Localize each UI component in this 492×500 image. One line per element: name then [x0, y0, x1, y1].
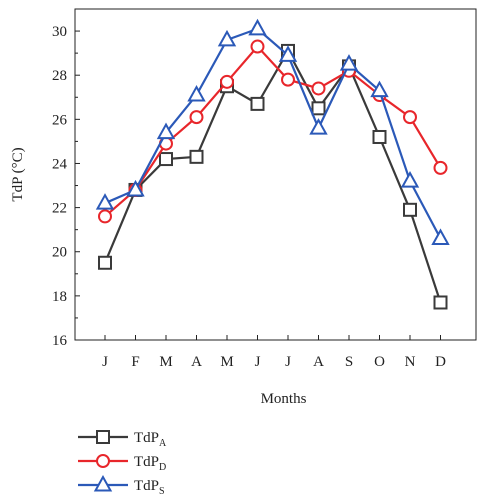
data-point-circle	[98, 209, 112, 224]
x-tick-label: J	[255, 354, 261, 370]
data-point-square	[96, 430, 110, 444]
data-point-triangle	[126, 179, 145, 197]
data-point-triangle	[278, 45, 298, 62]
x-tick-label: N	[405, 354, 416, 370]
data-point-triangle	[339, 54, 359, 71]
data-point-triangle	[431, 228, 450, 245]
data-point-triangle	[93, 474, 113, 492]
y-tick-label: 16	[52, 333, 68, 349]
x-tick-label: A	[313, 354, 324, 370]
data-point-circle	[250, 39, 265, 54]
x-tick-label: S	[345, 354, 353, 370]
data-point-triangle	[217, 29, 237, 47]
legend-item-s: TdPS	[78, 474, 165, 497]
data-point-circle	[403, 110, 417, 125]
y-tick-label: 18	[52, 289, 67, 305]
data-point-square	[189, 149, 204, 164]
data-point-triangle	[156, 122, 176, 140]
y-tick-label: 22	[52, 201, 67, 217]
data-point-square	[98, 255, 112, 270]
x-tick-label: F	[131, 354, 139, 370]
series-line	[103, 48, 442, 303]
data-point-triangle	[187, 85, 206, 102]
data-point-square	[433, 295, 448, 310]
data-point-triangle	[400, 171, 420, 188]
x-tick-label: D	[435, 354, 446, 370]
y-tick-label: 30	[52, 24, 67, 40]
data-point-square	[311, 101, 326, 116]
data-point-triangle	[95, 193, 115, 210]
series-line	[104, 27, 442, 240]
series-s	[95, 18, 450, 245]
data-point-circle	[433, 160, 448, 175]
y-tick-label: 24	[52, 156, 68, 172]
legend-item-a: TdPA	[78, 430, 167, 449]
plot-frame	[74, 8, 477, 341]
y-axis-title: TdP (°C)	[10, 147, 26, 201]
data-point-circle	[311, 81, 326, 96]
data-point-triangle	[248, 18, 267, 36]
x-tick-label: M	[159, 354, 172, 370]
axes: 16 18 20 22 24 26 28 30 J F M A M J J A S O N D Months TdP (°…	[10, 8, 477, 407]
y-tick-label: 28	[52, 68, 67, 84]
data-point-circle	[96, 454, 110, 468]
legend-item-d: TdPD	[78, 454, 166, 473]
data-point-circle	[189, 110, 204, 125]
series-layer	[95, 18, 450, 310]
data-point-circle	[220, 74, 234, 89]
x-axis-title: Months	[261, 391, 307, 407]
x-tick-label: J	[285, 354, 291, 370]
x-tick-label: A	[191, 354, 202, 370]
data-point-triangle	[370, 80, 389, 98]
legend-label: TdPD	[134, 454, 166, 473]
x-tick-label: J	[102, 354, 108, 370]
legend-label: TdPA	[134, 430, 167, 449]
x-tick-label: O	[374, 354, 385, 370]
data-point-square	[250, 96, 265, 111]
series-line	[104, 44, 442, 218]
y-tick-label: 26	[52, 112, 68, 128]
data-point-triangle	[309, 118, 328, 135]
y-tick-label: 20	[52, 245, 67, 261]
data-point-square	[159, 152, 173, 167]
series-a	[98, 43, 448, 310]
x-tick-label: M	[220, 354, 233, 370]
data-point-square	[403, 202, 417, 217]
legend-label: TdPS	[134, 478, 165, 497]
legend: TdPA TdPD TdPS	[78, 430, 167, 497]
data-point-circle	[281, 72, 295, 87]
data-point-square	[372, 129, 387, 144]
